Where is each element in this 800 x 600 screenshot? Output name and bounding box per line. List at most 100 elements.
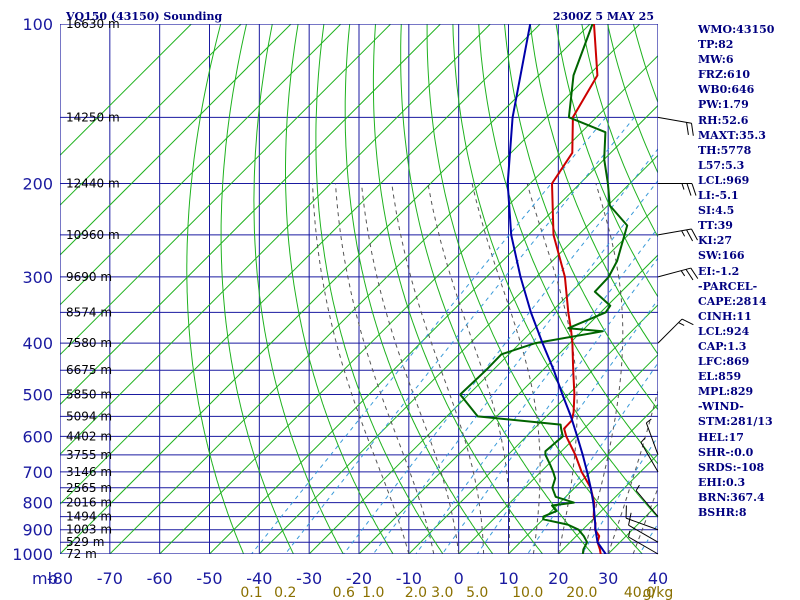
mixing-ratio-label: 20.0 (566, 585, 597, 600)
mixing-ratio-label: 40.0 (624, 585, 655, 600)
parameter-line: LCL:924 (698, 324, 750, 338)
moist-adiabat-line (632, 486, 658, 554)
dry-adiabat-line (504, 24, 658, 411)
parameter-line: STM:281/13 (698, 415, 773, 429)
wind-barbs (625, 116, 699, 555)
wind-barb-staff (645, 422, 659, 456)
wind-barb-staff (657, 318, 683, 344)
isotherm-line (60, 24, 591, 554)
parameter-line: LFC:869 (698, 355, 750, 369)
dry-adiabat-line (186, 24, 245, 554)
isotherm-line (159, 54, 658, 554)
mixing-ratio-unit: g/kg (643, 585, 674, 600)
mixing-ratio-label: 0.6 (333, 585, 355, 600)
height-label: 3146 m (66, 465, 112, 479)
parameter-line: L57:5.3 (698, 158, 745, 172)
temperature-tick-label: -30 (296, 569, 322, 588)
dry-adiabat-line (220, 24, 294, 554)
station-title: VQ150 (43150) Sounding (65, 10, 223, 23)
parameter-line: SI:4.5 (698, 204, 735, 218)
height-label: 9690 m (66, 270, 112, 284)
pressure-tick-label: 300 (22, 268, 53, 287)
height-label: 4402 m (66, 429, 112, 443)
moist-adiabat-line (391, 183, 485, 554)
moist-adiabat-line (526, 183, 578, 554)
moist-adiabat-line (335, 183, 435, 554)
dry-adiabat-line (344, 24, 494, 554)
dry-adiabat-line (478, 24, 658, 465)
mixing-ratio-line (372, 179, 658, 554)
isotherm-line (60, 24, 491, 456)
mixing-ratio-label: 0.2 (274, 585, 296, 600)
wind-barb (628, 530, 659, 555)
temperature-tick-label: -50 (196, 569, 222, 588)
parameter-line: EHI:0.3 (698, 475, 746, 489)
pressure-unit-label: mb (32, 569, 58, 588)
temperature-tick-label: 30 (598, 569, 618, 588)
mixing-ratio-label: 0.1 (240, 585, 262, 600)
moist-adiabat-line (471, 183, 541, 554)
dry-adiabat-line (581, 24, 658, 238)
wind-barb-flag (691, 228, 698, 241)
isotherm-line (60, 24, 342, 306)
moist-adiabat-line (607, 388, 658, 554)
mixing-ratio-line (527, 362, 658, 554)
height-label: 14250 m (66, 110, 120, 124)
mixing-ratio-label: 2.0 (405, 585, 427, 600)
pressure-tick-label: 200 (22, 175, 53, 194)
parameter-line: EL:859 (698, 370, 742, 384)
parameter-line: CAP:1.3 (698, 339, 747, 353)
pressure-tick-label: 900 (22, 521, 53, 540)
dry-adiabat-line (529, 24, 658, 356)
dry-adiabat-line (315, 24, 444, 554)
parameter-line: CAPE:2814 (698, 294, 767, 308)
height-label: 16630 m (66, 17, 120, 31)
mixing-ratio-line (476, 298, 658, 554)
series-layer (459, 24, 629, 554)
parameter-line: MPL:829 (698, 385, 754, 399)
isotherm-line (358, 254, 658, 554)
wind-barb-half-flag (640, 437, 646, 443)
parameter-line: KI:27 (698, 234, 733, 248)
height-label: 2016 m (66, 496, 112, 510)
wind-barb-flag (685, 269, 694, 281)
parameter-line: BSHR:8 (698, 506, 747, 519)
isotherm-line (209, 104, 658, 554)
wind-barb-staff (657, 228, 692, 236)
wind-barb (645, 418, 659, 456)
wind-barb-flag (686, 229, 694, 242)
dry-adiabat-line (372, 24, 543, 554)
wind-barb-staff (628, 524, 659, 543)
parameter-line: WMO:43150 (698, 23, 775, 36)
parameter-line: SW:166 (698, 249, 745, 263)
wind-barb-flag (690, 123, 694, 136)
temperature-tick-label: -40 (246, 569, 272, 588)
parameter-line: -WIND- (698, 400, 744, 414)
moist-adiabat-line (312, 183, 410, 554)
wind-barb-half-flag (646, 418, 652, 424)
wind-barb-staff (640, 442, 659, 473)
temperature-tick-label: 40 (648, 569, 668, 588)
wind-barb (640, 437, 659, 473)
pressure-tick-label: 500 (22, 385, 53, 404)
wind-barb-flag (686, 122, 689, 135)
wind-barb (657, 228, 698, 242)
grid-layer (60, 24, 658, 554)
mixing-ratio-label: 5.0 (466, 585, 488, 600)
height-label: 7580 m (66, 336, 112, 350)
wind-barb-half-flag (681, 230, 686, 237)
pressure-tick-label: 400 (22, 334, 53, 353)
wind-barb-half-flag (681, 183, 685, 190)
wind-barb-half-flag (635, 484, 640, 491)
height-label: 6675 m (66, 363, 112, 377)
dry-adiabat-line (452, 24, 658, 519)
isotherm-line (109, 24, 641, 554)
isotherm-line (60, 24, 242, 206)
dry-adiabat-line (253, 24, 344, 554)
parcel-line (506, 24, 607, 554)
wind-barb-staff (657, 267, 691, 278)
temperature-tick-label: -80 (47, 569, 73, 588)
parameter-line: TP:82 (698, 38, 734, 52)
height-label: 1003 m (66, 523, 112, 537)
